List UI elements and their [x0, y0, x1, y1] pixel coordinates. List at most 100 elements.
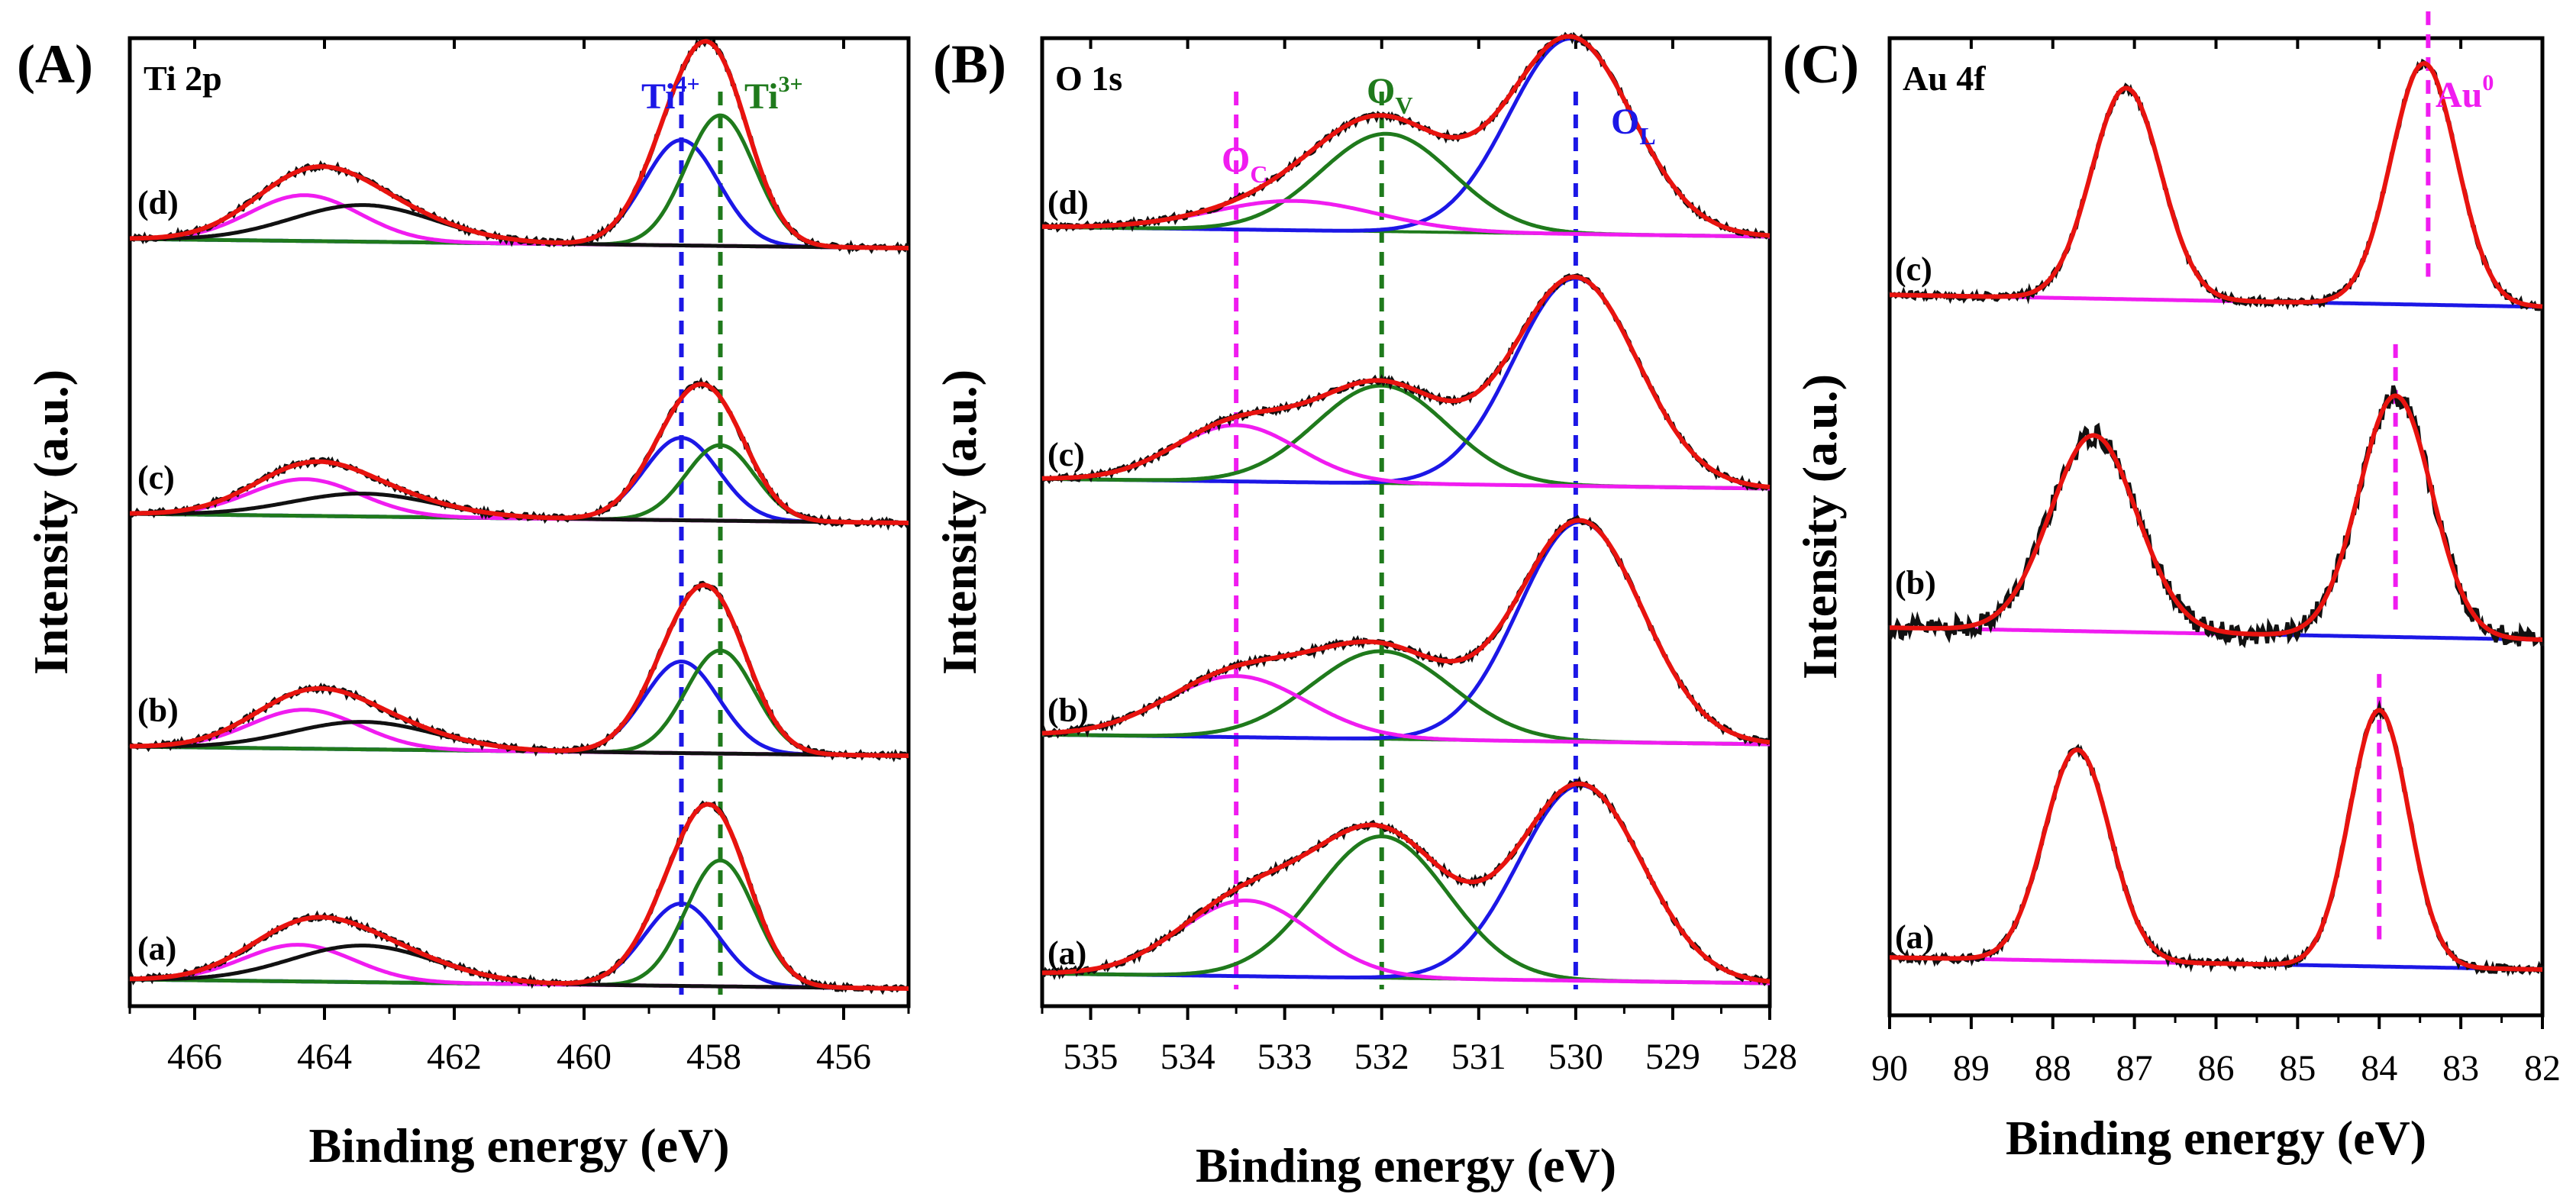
x-tick-label: 532 — [1354, 1037, 1409, 1077]
x-tick-label: 85 — [2279, 1048, 2316, 1089]
core-level-title: Au 4f — [1903, 59, 1986, 98]
trace-label: (d) — [1048, 184, 1089, 221]
raw-data-trace — [1889, 699, 2545, 977]
trace-label: (a) — [1895, 918, 1934, 956]
component-peak — [1042, 383, 1770, 491]
envelope-fit — [130, 382, 909, 525]
trace-label: (c) — [1895, 250, 1932, 288]
x-tick-label: 88 — [2035, 1048, 2071, 1089]
x-tick-label: 460 — [557, 1037, 612, 1077]
panel-letter: (C) — [1783, 34, 1859, 95]
spectrum-c: (c) — [1040, 273, 1771, 492]
spectrum-b: (b) — [1040, 515, 1771, 747]
y-axis-title: Intensity (a.u.) — [1793, 374, 1847, 679]
x-tick-label: 534 — [1160, 1037, 1215, 1077]
peak-label: Ti3+ — [744, 72, 803, 117]
spectrum-c: (c) — [1887, 58, 2543, 311]
raw-data-trace — [129, 376, 911, 531]
spectrum-a: (a) — [1889, 699, 2545, 977]
spectrum-a: (a) — [128, 800, 910, 995]
x-tick-label: 84 — [2361, 1048, 2397, 1089]
x-tick-label: 464 — [297, 1037, 352, 1077]
spectrum-c: (c) — [129, 376, 911, 531]
x-tick-label: 528 — [1742, 1037, 1797, 1077]
component-peak — [1042, 834, 1770, 986]
peak-label: OC — [1222, 140, 1267, 188]
x-tick-label: 87 — [2116, 1048, 2153, 1089]
x-tick-label: 89 — [1953, 1048, 1990, 1089]
envelope-fit — [1890, 61, 2543, 309]
panel-c: 90 89 88 87 86 85 84 83 82 Binding energy (eV) Int… — [1793, 11, 2561, 1165]
panel-letter: (B) — [933, 34, 1006, 95]
component-peak — [1042, 649, 1770, 747]
trace-label: (b) — [1048, 692, 1089, 729]
peak-label-text: O — [1222, 140, 1250, 180]
peak-label-text: Au — [2436, 75, 2482, 115]
x-tick-label: 82 — [2524, 1048, 2561, 1089]
x-tick-label: 530 — [1548, 1037, 1603, 1077]
peak-label: Au0 — [2436, 70, 2494, 115]
x-tick-label: 533 — [1257, 1037, 1312, 1077]
x-axis-title: Binding energy (eV) — [308, 1118, 729, 1173]
component-peak — [1042, 520, 1771, 744]
x-tick-label: 458 — [686, 1037, 741, 1077]
peak-label-subscript: C — [1250, 160, 1267, 188]
spectrum-d: (d) — [128, 37, 910, 256]
y-axis-title: Intensity (a.u.) — [932, 369, 986, 675]
trace-label: (b) — [137, 692, 179, 729]
peak-label: OL — [1611, 102, 1656, 150]
panel-a: 466 464 462 460 458 456 Binding energy (eV) Int… — [24, 36, 911, 1173]
raw-data-trace — [1040, 515, 1771, 747]
component-peak — [1890, 86, 2542, 309]
envelope-fit — [129, 39, 909, 250]
peak-label-text: Ti — [744, 76, 778, 117]
peak-label: OV — [1367, 71, 1412, 119]
panel-letter: (A) — [17, 34, 93, 95]
peak-label-subscript: L — [1639, 122, 1655, 150]
raw-data-trace — [1041, 31, 1771, 240]
peak-label-subscript: V — [1395, 92, 1412, 119]
peak-label-text: Ti — [641, 76, 675, 117]
component-peak — [1042, 783, 1771, 984]
raw-data-trace — [1887, 385, 2545, 649]
envelope-fit — [1041, 274, 1771, 489]
spectrum-b: (b) — [1887, 385, 2545, 649]
component-peak — [1890, 394, 2542, 642]
x-tick-label: 462 — [427, 1037, 482, 1077]
component-peak — [1890, 708, 2542, 972]
spectrum-b: (b) — [128, 580, 910, 763]
peak-label: Ti4+ — [641, 72, 700, 117]
raw-data-trace — [1041, 776, 1772, 986]
trace-label: (c) — [1048, 436, 1085, 473]
envelope-fit — [1041, 781, 1771, 984]
spectrum-d: (d) — [1041, 31, 1771, 240]
envelope-fit — [130, 582, 909, 758]
peak-label-superscript: 4+ — [675, 72, 699, 97]
x-tick-label: 466 — [167, 1037, 222, 1077]
envelope-fit — [1041, 518, 1771, 745]
x-tick-label: 535 — [1064, 1037, 1119, 1077]
x-axis-title: Binding energy (eV) — [1196, 1138, 1616, 1192]
envelope-fit — [130, 802, 909, 991]
x-tick-label: 529 — [1645, 1037, 1700, 1077]
x-tick-label: 531 — [1451, 1037, 1506, 1077]
component-peak — [1890, 747, 2542, 972]
plot-frame — [1040, 36, 1772, 1008]
core-level-title: Ti 2p — [144, 59, 222, 98]
raw-data-trace — [128, 580, 910, 763]
trace-label: (c) — [137, 459, 175, 496]
y-axis-title: Intensity (a.u.) — [24, 369, 78, 675]
peak-label-superscript: 3+ — [778, 72, 802, 97]
envelope-fit — [1041, 34, 1771, 238]
peak-label-text: O — [1367, 71, 1395, 111]
core-level-title: O 1s — [1055, 59, 1122, 98]
peak-label-text: O — [1611, 102, 1639, 142]
panel-b: 535 534 533 532 531 530 529 528 Binding energy (… — [932, 31, 1797, 1192]
x-tick-label: 86 — [2198, 1048, 2235, 1089]
x-tick-label: 90 — [1871, 1048, 1908, 1089]
x-tick-label: 456 — [816, 1037, 871, 1077]
component-peak — [1041, 899, 1770, 986]
trace-label: (a) — [137, 930, 176, 967]
peak-label-superscript: 0 — [2482, 70, 2494, 95]
